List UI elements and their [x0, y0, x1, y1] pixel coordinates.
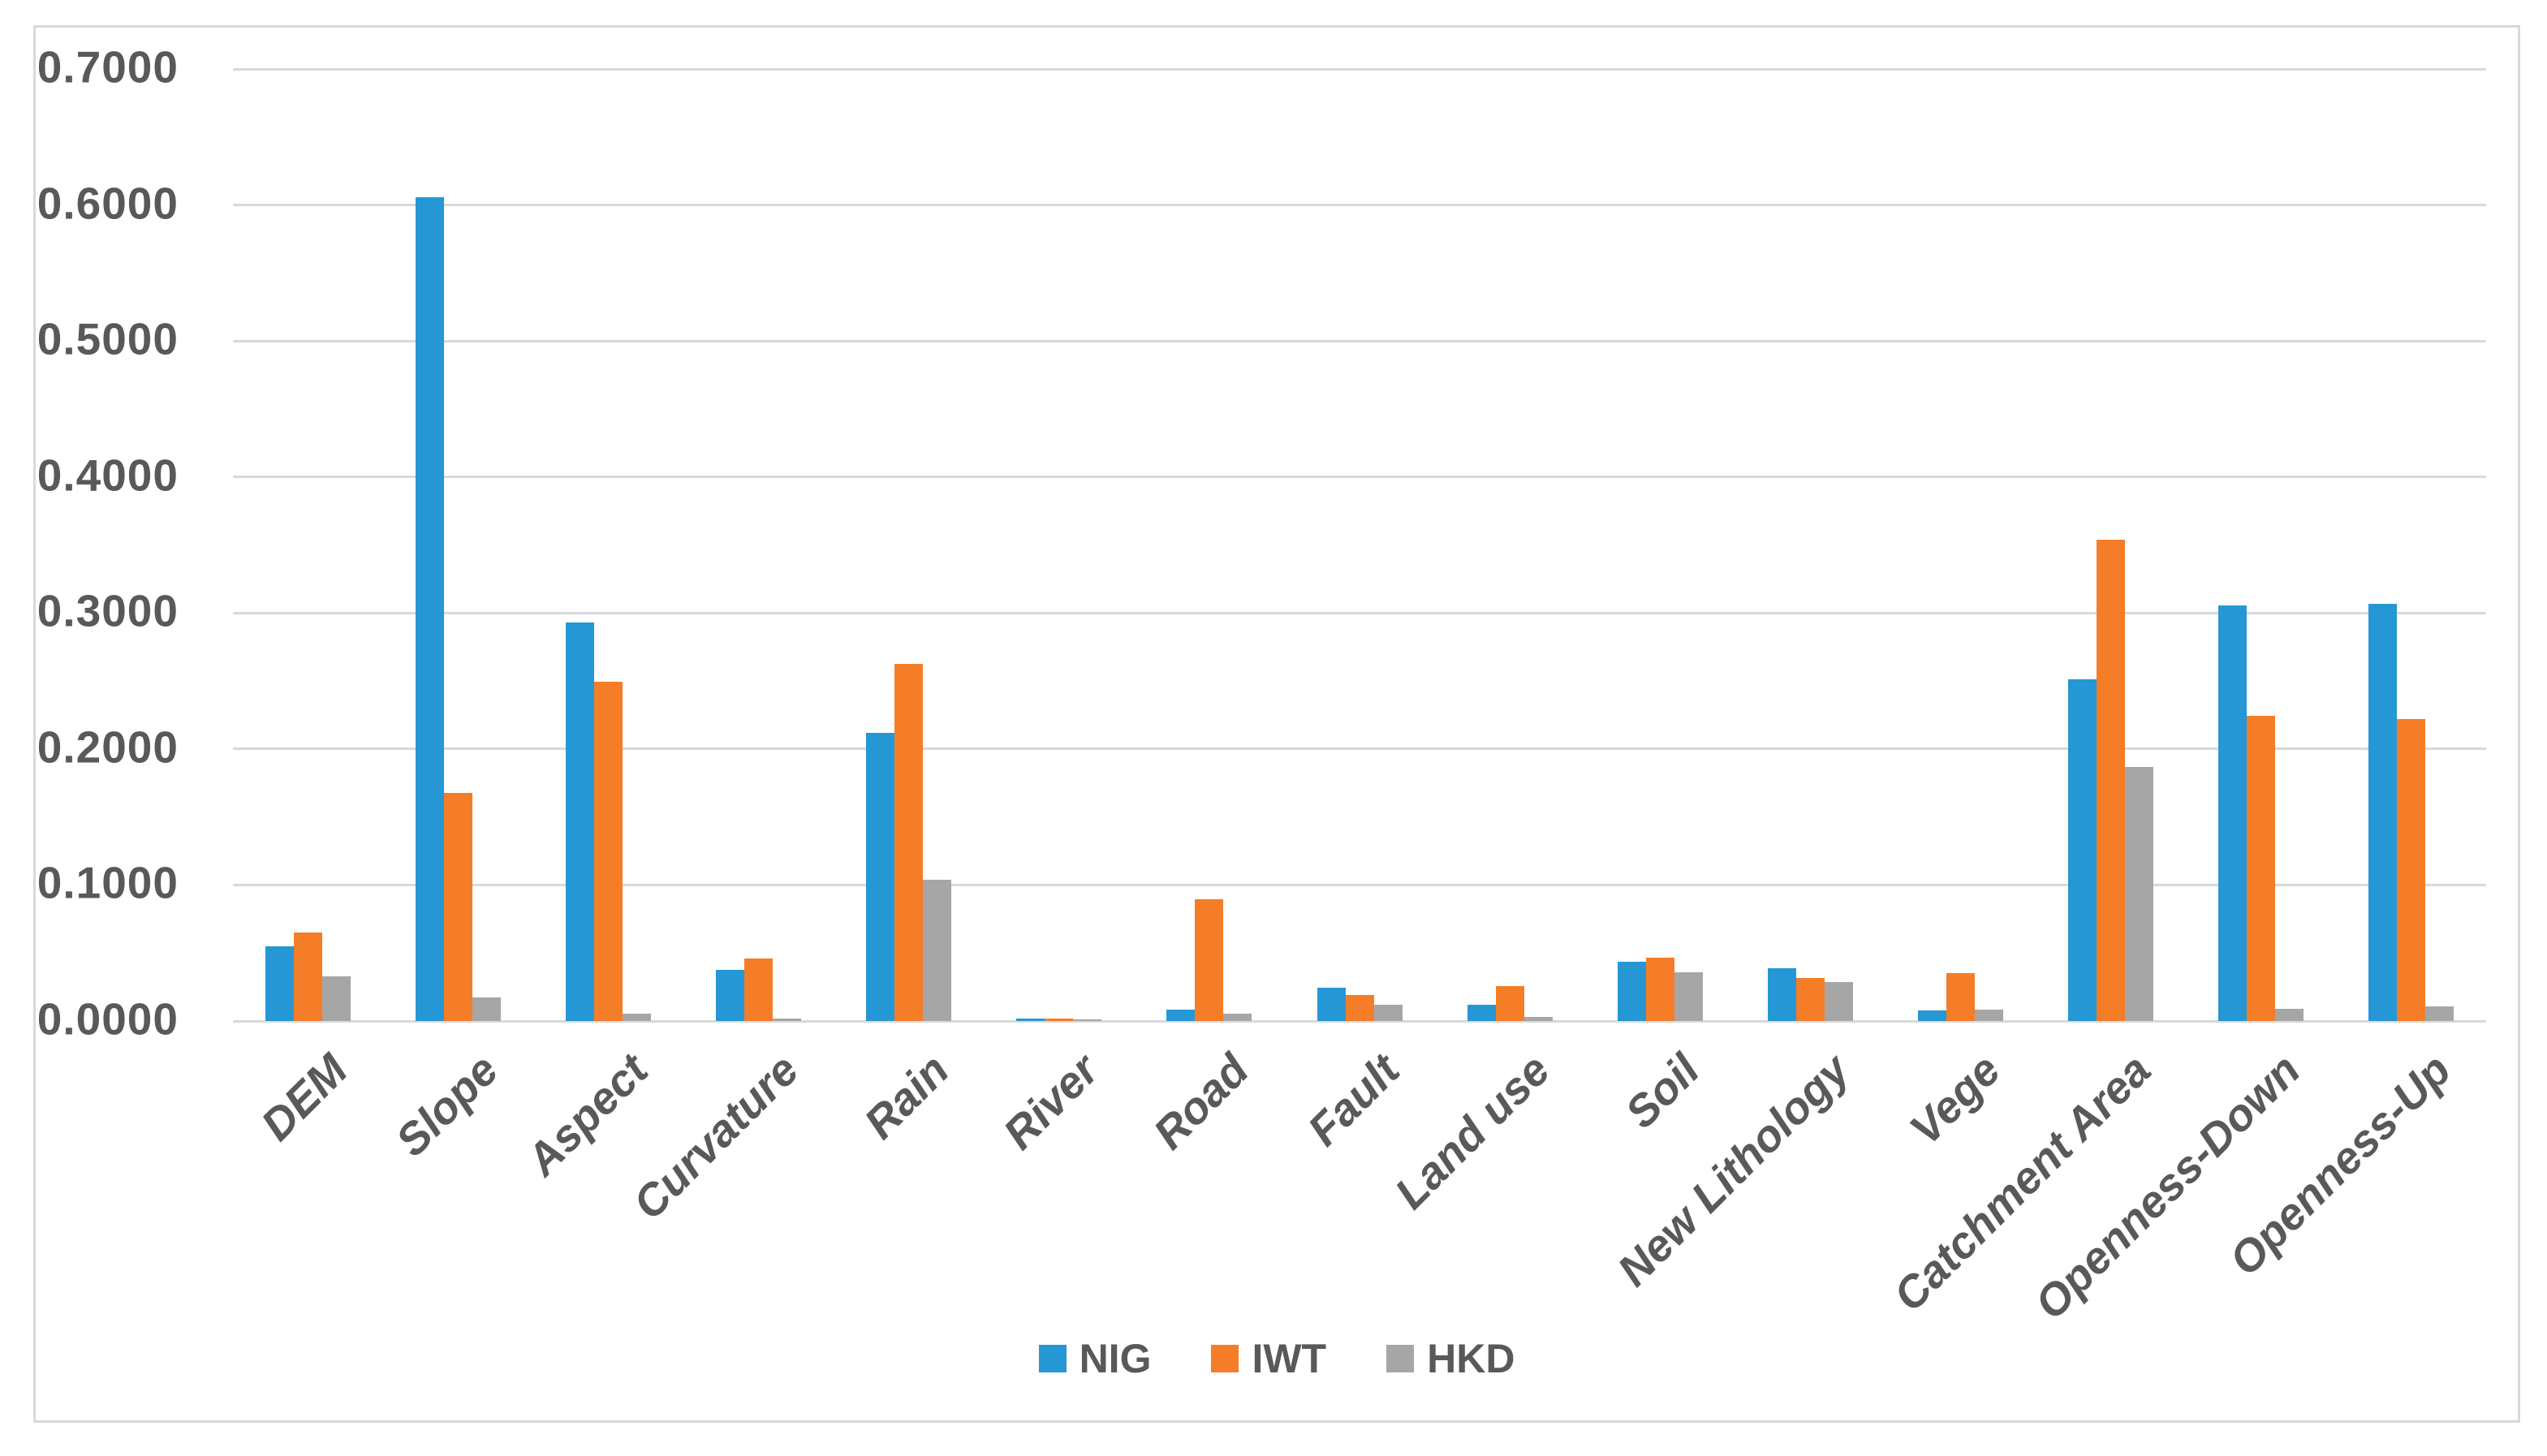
bar-hkd-openness-down	[2274, 1009, 2304, 1021]
bar-hkd-rain	[923, 879, 952, 1021]
bar-iwt-rain	[894, 663, 924, 1021]
bar-hkd-slope	[472, 997, 502, 1021]
bar-nig-openness-up	[2368, 603, 2397, 1021]
bar-iwt-river	[1045, 1018, 1074, 1021]
bar-hkd-openness-up	[2424, 1006, 2454, 1021]
y-axis-tick-label: 0.7000	[37, 41, 179, 93]
y-axis-tick-label: 0.0000	[37, 993, 179, 1045]
bar-iwt-slope	[444, 792, 473, 1021]
bar-hkd-fault	[1373, 1005, 1403, 1021]
bar-nig-openness-down	[2217, 605, 2247, 1021]
bar-iwt-openness-up	[2396, 718, 2425, 1021]
bar-nig-rain	[866, 732, 895, 1021]
bar-nig-land-use	[1467, 1004, 1496, 1021]
y-axis-tick-label: 0.6000	[37, 178, 179, 229]
bar-iwt-aspect	[594, 682, 623, 1021]
legend-item-iwt: IWT	[1211, 1335, 1326, 1382]
bar-nig-catchment-area	[2067, 679, 2097, 1021]
bar-iwt-vege	[1946, 973, 1975, 1021]
legend-item-nig: NIG	[1038, 1335, 1152, 1382]
bar-iwt-new-lithology	[1795, 978, 1825, 1021]
bar-nig-road	[1166, 1009, 1196, 1021]
bar-nig-slope	[416, 196, 445, 1021]
y-axis-tick-label: 0.2000	[37, 722, 179, 773]
bar-hkd-river	[1073, 1019, 1102, 1021]
bar-iwt-land-use	[1495, 985, 1524, 1021]
gridline	[233, 747, 2486, 751]
bar-iwt-soil	[1645, 958, 1674, 1021]
x-axis-line	[233, 1019, 2486, 1023]
gridline	[233, 339, 2486, 342]
bar-hkd-soil	[1674, 971, 1703, 1021]
bar-hkd-aspect	[623, 1013, 652, 1021]
bar-nig-curvature	[716, 969, 745, 1021]
legend-swatch-icon	[1211, 1345, 1239, 1372]
bar-iwt-openness-down	[2246, 715, 2275, 1021]
gridline	[233, 611, 2486, 614]
gridline	[233, 204, 2486, 207]
bar-nig-dem	[265, 946, 295, 1021]
bar-hkd-curvature	[773, 1019, 802, 1021]
y-axis-tick-label: 0.3000	[37, 585, 179, 636]
legend-item-hkd: HKD	[1386, 1335, 1515, 1382]
bar-hkd-road	[1223, 1013, 1252, 1021]
bar-iwt-catchment-area	[2096, 539, 2125, 1021]
legend-swatch-icon	[1386, 1345, 1415, 1372]
bar-iwt-curvature	[744, 958, 774, 1021]
bar-nig-soil	[1617, 961, 1646, 1021]
legend-label: HKD	[1427, 1336, 1515, 1381]
bar-nig-new-lithology	[1767, 968, 1796, 1021]
legend-label: IWT	[1252, 1336, 1327, 1381]
bar-iwt-dem	[294, 932, 323, 1021]
bar-hkd-dem	[322, 976, 351, 1021]
bar-iwt-fault	[1345, 995, 1374, 1021]
bar-nig-river	[1016, 1018, 1045, 1021]
bar-hkd-vege	[1974, 1009, 2003, 1021]
bar-hkd-land-use	[1523, 1016, 1553, 1021]
gridline	[233, 476, 2486, 479]
gridline	[233, 883, 2486, 886]
y-axis-tick-label: 0.1000	[37, 857, 179, 908]
bar-iwt-road	[1195, 899, 1224, 1021]
bar-nig-aspect	[566, 622, 595, 1021]
bar-nig-fault	[1317, 987, 1346, 1021]
y-axis-tick-label: 0.5000	[37, 313, 179, 364]
bar-hkd-new-lithology	[1824, 982, 1853, 1021]
bar-nig-vege	[1917, 1010, 1946, 1021]
gridline	[233, 67, 2486, 71]
legend-swatch-icon	[1038, 1345, 1067, 1372]
legend-label: NIG	[1079, 1336, 1152, 1381]
y-axis-tick-label: 0.4000	[37, 450, 179, 501]
chart-legend: NIG IWT HKD	[33, 1335, 2520, 1382]
bar-hkd-catchment-area	[2124, 766, 2153, 1021]
